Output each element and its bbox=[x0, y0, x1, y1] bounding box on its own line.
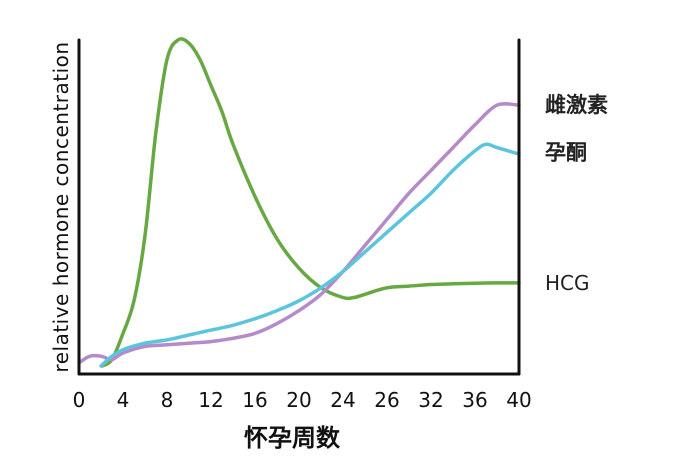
series-line-0 bbox=[77, 102, 521, 365]
x-tick-label: 4 bbox=[117, 388, 130, 412]
x-tick-label: 40 bbox=[506, 388, 531, 412]
x-tick-label: 8 bbox=[161, 388, 174, 412]
y-axis-label: relative hormone concentration bbox=[49, 41, 73, 372]
series-label-2: HCG bbox=[545, 271, 590, 295]
series-label-0: 雌激素 bbox=[545, 93, 608, 117]
x-tick-label: 26 bbox=[374, 388, 399, 412]
series-line-2 bbox=[100, 37, 521, 368]
x-tick-label: 20 bbox=[286, 388, 311, 412]
x-tick-label: 32 bbox=[418, 388, 443, 412]
series-label-1: 孕酮 bbox=[545, 140, 587, 164]
x-axis-label: 怀孕周数 bbox=[244, 424, 341, 452]
x-tick-label: 36 bbox=[462, 388, 487, 412]
x-tick-label: 12 bbox=[198, 388, 223, 412]
x-tick-label: 0 bbox=[73, 388, 86, 412]
x-tick-labels: 0 4 8 12 16 20 24 26 32 36 40 bbox=[73, 388, 532, 412]
x-tick-label: 24 bbox=[330, 388, 355, 412]
x-tick-label: 16 bbox=[242, 388, 267, 412]
curves-layer bbox=[77, 37, 521, 368]
series-line-1 bbox=[99, 142, 521, 368]
